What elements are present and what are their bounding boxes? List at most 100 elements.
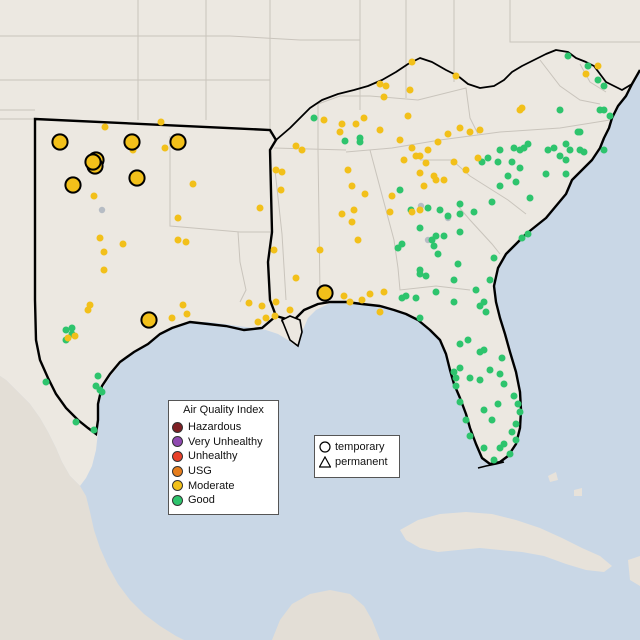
monitor-marker-good[interactable] — [600, 106, 608, 114]
monitor-marker-moderate[interactable] — [71, 332, 79, 340]
monitor-marker-good[interactable] — [526, 194, 534, 202]
monitor-marker-moderate[interactable] — [119, 240, 127, 248]
monitor-marker-good[interactable] — [466, 432, 474, 440]
monitor-marker-moderate[interactable] — [101, 123, 109, 131]
monitor-marker-good[interactable] — [488, 416, 496, 424]
monitor-marker-moderate[interactable] — [424, 146, 432, 154]
monitor-marker-good[interactable] — [510, 392, 518, 400]
monitor-marker-good[interactable] — [496, 182, 504, 190]
monitor-marker-good[interactable] — [341, 137, 349, 145]
monitor-marker-good[interactable] — [494, 158, 502, 166]
legend-item-good[interactable]: Good — [169, 493, 278, 508]
monitor-marker-good[interactable] — [494, 400, 502, 408]
monitor-marker-good[interactable] — [396, 186, 404, 194]
monitor-marker-moderate[interactable] — [376, 126, 384, 134]
legend-item-very-unhealthy[interactable]: Very Unhealthy — [169, 435, 278, 450]
monitor-marker-good[interactable] — [512, 436, 520, 444]
monitor-marker-good[interactable] — [520, 144, 528, 152]
monitor-marker-moderate[interactable] — [476, 126, 484, 134]
monitor-marker-good[interactable] — [470, 208, 478, 216]
monitor-marker-good[interactable] — [488, 198, 496, 206]
monitor-marker-good[interactable] — [452, 382, 460, 390]
monitor-marker-good[interactable] — [90, 426, 98, 434]
monitor-marker-good[interactable] — [490, 254, 498, 262]
monitor-marker-moderate[interactable] — [350, 206, 358, 214]
monitor-marker-good[interactable] — [486, 366, 494, 374]
monitor-marker-good[interactable] — [456, 398, 464, 406]
monitor-marker-moderate[interactable] — [444, 130, 452, 138]
temporary-monitor-marker-moderate[interactable] — [128, 169, 146, 187]
monitor-marker-good[interactable] — [456, 228, 464, 236]
monitor-marker-moderate[interactable] — [462, 166, 470, 174]
monitor-marker-moderate[interactable] — [406, 86, 414, 94]
monitor-marker-moderate[interactable] — [277, 186, 285, 194]
monitor-marker-moderate[interactable] — [292, 142, 300, 150]
monitor-marker-moderate[interactable] — [366, 290, 374, 298]
temporary-monitor-marker-moderate[interactable] — [123, 133, 141, 151]
monitor-marker-moderate[interactable] — [456, 124, 464, 132]
monitor-marker-moderate[interactable] — [316, 246, 324, 254]
monitor-marker-moderate[interactable] — [182, 238, 190, 246]
monitor-marker-good[interactable] — [472, 286, 480, 294]
monitor-marker-moderate[interactable] — [516, 106, 524, 114]
monitor-marker-moderate[interactable] — [278, 168, 286, 176]
monitor-marker-good[interactable] — [394, 244, 402, 252]
monitor-marker-moderate[interactable] — [96, 234, 104, 242]
monitor-marker-good[interactable] — [450, 276, 458, 284]
monitor-marker-good[interactable] — [42, 378, 50, 386]
monitor-marker-moderate[interactable] — [168, 314, 176, 322]
monitor-marker-moderate[interactable] — [272, 298, 280, 306]
monitor-marker-good[interactable] — [92, 382, 100, 390]
temporary-monitor-marker-moderate[interactable] — [51, 133, 69, 151]
monitor-marker-moderate[interactable] — [432, 176, 440, 184]
monitor-marker-good[interactable] — [504, 172, 512, 180]
monitor-marker-good[interactable] — [584, 62, 592, 70]
monitor-marker-good[interactable] — [496, 146, 504, 154]
temporary-monitor-marker-moderate[interactable] — [169, 133, 187, 151]
monitor-marker-moderate[interactable] — [348, 182, 356, 190]
monitor-marker-moderate[interactable] — [346, 298, 354, 306]
monitor-marker-good[interactable] — [508, 428, 516, 436]
monitor-marker-good[interactable] — [600, 82, 608, 90]
monitor-marker-moderate[interactable] — [183, 310, 191, 318]
monitor-marker-moderate[interactable] — [292, 274, 300, 282]
monitor-marker-good[interactable] — [556, 152, 564, 160]
monitor-marker-moderate[interactable] — [380, 288, 388, 296]
monitor-marker-good[interactable] — [476, 302, 484, 310]
monitor-marker-good[interactable] — [456, 200, 464, 208]
monitor-marker-good[interactable] — [506, 450, 514, 458]
monitor-marker-moderate[interactable] — [396, 136, 404, 144]
monitor-marker-good[interactable] — [464, 336, 472, 344]
monitor-marker-good[interactable] — [484, 154, 492, 162]
monitor-marker-good[interactable] — [432, 288, 440, 296]
monitor-marker-no-data[interactable] — [98, 206, 106, 214]
monitor-marker-moderate[interactable] — [338, 210, 346, 218]
monitor-marker-good[interactable] — [424, 204, 432, 212]
monitor-marker-moderate[interactable] — [90, 192, 98, 200]
monitor-marker-good[interactable] — [310, 114, 318, 122]
monitor-marker-moderate[interactable] — [416, 206, 424, 214]
monitor-marker-good[interactable] — [480, 406, 488, 414]
monitor-marker-good[interactable] — [508, 158, 516, 166]
monitor-marker-moderate[interactable] — [382, 82, 390, 90]
monitor-marker-moderate[interactable] — [340, 292, 348, 300]
monitor-marker-good[interactable] — [430, 242, 438, 250]
monitor-marker-moderate[interactable] — [422, 159, 430, 167]
monitor-marker-moderate[interactable] — [298, 146, 306, 154]
monitor-marker-moderate[interactable] — [254, 318, 262, 326]
monitor-marker-moderate[interactable] — [338, 120, 346, 128]
monitor-marker-good[interactable] — [542, 170, 550, 178]
monitor-marker-good[interactable] — [544, 146, 552, 154]
monitor-marker-moderate[interactable] — [354, 236, 362, 244]
monitor-marker-good[interactable] — [450, 368, 458, 376]
monitor-marker-moderate[interactable] — [408, 144, 416, 152]
monitor-marker-good[interactable] — [462, 416, 470, 424]
monitor-marker-good[interactable] — [490, 456, 498, 464]
legend-item-permanent[interactable]: permanent — [315, 454, 399, 469]
monitor-marker-moderate[interactable] — [161, 144, 169, 152]
monitor-marker-good[interactable] — [68, 324, 76, 332]
monitor-marker-good[interactable] — [498, 354, 506, 362]
monitor-marker-good[interactable] — [444, 212, 452, 220]
monitor-marker-moderate[interactable] — [420, 182, 428, 190]
